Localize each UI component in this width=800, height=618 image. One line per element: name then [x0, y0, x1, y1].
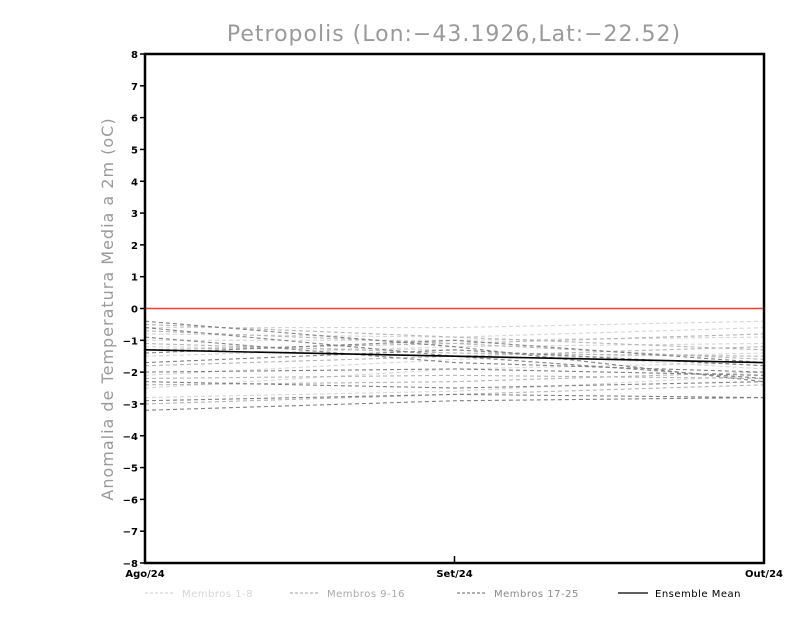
y-tick-label: −3	[123, 400, 138, 411]
series-lines	[144, 320, 765, 411]
y-tick-label: −5	[123, 464, 138, 475]
member-line-m8	[144, 374, 765, 399]
y-tick-label: 7	[131, 82, 138, 93]
y-axis-ticks: 8 7 6 5 4 3 2 1 0 −1 −2 −3 −4 −5 −6 −7 −8	[123, 50, 145, 570]
x-axis-ticks: Ago/24 Set/24 Out/24	[125, 556, 783, 580]
member-line-m5	[144, 352, 765, 376]
y-tick-label: 0	[131, 305, 138, 316]
y-tick-label: −1	[123, 336, 138, 347]
x-tick-label: Set/24	[436, 569, 472, 580]
y-tick-label: 4	[131, 177, 138, 188]
member-line-m20	[144, 339, 765, 364]
legend-label: Membros 17-25	[494, 589, 579, 600]
y-tick-label: −7	[123, 527, 138, 538]
chart-title: Petropolis (Lon:−43.1926,Lat:−22.52)	[227, 22, 681, 47]
plot-frame	[143, 52, 766, 565]
legend: Membros 1-8 Membros 9-16 Membros 17-25 Ense…	[145, 589, 741, 600]
y-axis-label: Anomalia de Temperatura Media a 2m (oC)	[98, 117, 117, 500]
member-line-m1	[145, 320, 765, 329]
member-line-m11	[144, 333, 765, 351]
legend-label: Membros 1-8	[182, 589, 253, 600]
member-line-m22	[144, 368, 765, 376]
member-line-m23	[144, 381, 765, 389]
member-line-m9	[144, 323, 765, 351]
x-tick-label: Ago/24	[125, 569, 164, 580]
x-tick-label: Out/24	[745, 569, 783, 580]
legend-label: Ensemble Mean	[655, 589, 741, 600]
ensemble-mean-line	[144, 349, 765, 364]
member-line-m16	[144, 371, 765, 386]
member-line-m13	[144, 374, 765, 380]
member-line-m15	[144, 342, 765, 357]
member-line-m24	[144, 393, 765, 402]
member-line-m17	[144, 320, 765, 383]
y-tick-label: −2	[123, 368, 138, 379]
y-tick-label: 1	[131, 273, 138, 284]
y-tick-label: 5	[131, 145, 138, 156]
y-tick-label: −8	[123, 559, 138, 570]
member-line-m21	[144, 349, 765, 367]
y-tick-label: 6	[131, 114, 138, 125]
y-tick-label: 3	[131, 209, 138, 220]
y-tick-label: 8	[131, 50, 138, 61]
y-tick-label: 2	[131, 241, 138, 252]
legend-label: Membros 9-16	[327, 589, 405, 600]
member-line-m19	[144, 336, 765, 373]
member-line-m25	[144, 397, 765, 411]
y-tick-label: −4	[123, 432, 138, 443]
y-tick-label: −6	[123, 495, 138, 506]
